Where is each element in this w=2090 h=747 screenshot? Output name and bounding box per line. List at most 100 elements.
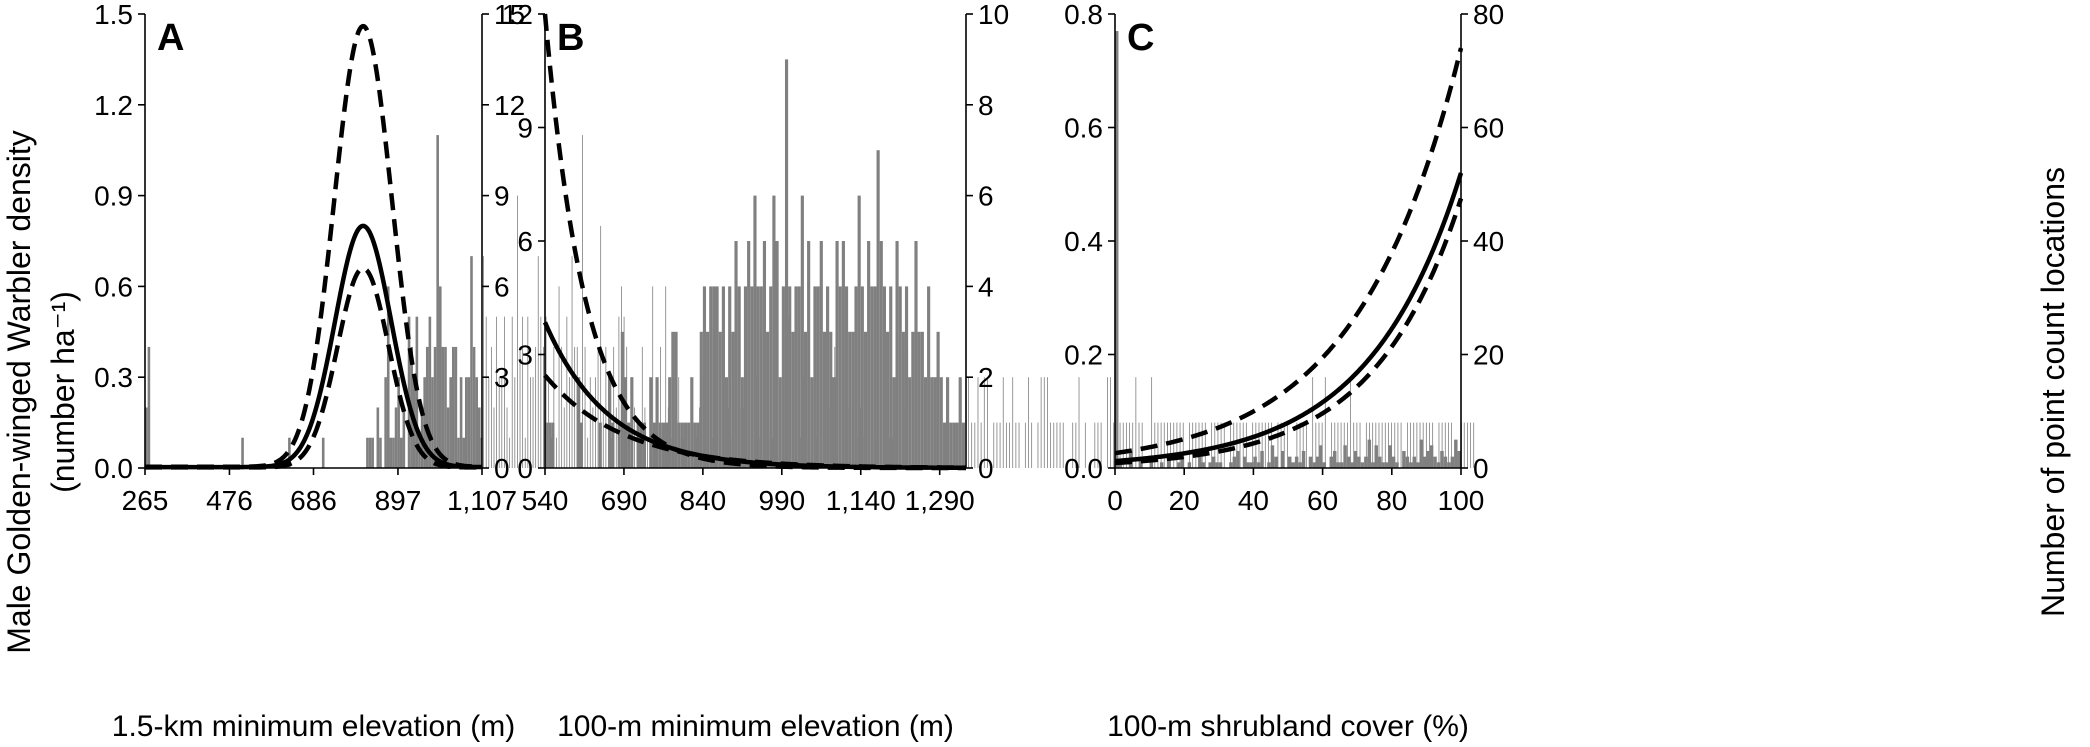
y-axis-title-line2: (number ha⁻¹)	[45, 291, 81, 493]
histogram-bar	[860, 286, 864, 468]
histogram-bar	[517, 195, 518, 468]
histogram-bar	[1132, 422, 1134, 468]
histogram-bar	[1177, 462, 1181, 468]
left-tick-label: 0.9	[94, 181, 133, 212]
histogram-bar	[1166, 456, 1171, 468]
histogram-bar	[930, 377, 934, 468]
histogram-bar	[731, 331, 735, 468]
histogram-bar	[683, 422, 688, 468]
histogram-bar	[1298, 462, 1302, 468]
histogram-bar	[1343, 445, 1347, 468]
histogram-bar	[1135, 377, 1137, 468]
histogram-bar	[983, 377, 985, 468]
panel-c: 0.0 0.2 0.4 0.6 0.8 0 20 40 60 80 0 20 40 60 80 100 100-…	[1064, 0, 1504, 743]
histogram-bar	[1176, 422, 1178, 468]
histogram-bar	[706, 331, 710, 468]
histogram-bar	[1350, 377, 1351, 468]
histogram-bar	[384, 377, 387, 468]
histogram-bar	[1270, 445, 1275, 468]
histogram-bar	[1394, 422, 1396, 468]
panel-label: A	[157, 17, 184, 59]
histogram-bar	[1189, 422, 1190, 468]
histogram-bar	[1448, 422, 1449, 468]
histogram-bar	[1395, 462, 1399, 468]
histogram-bar	[769, 286, 773, 468]
histogram-bar	[1002, 377, 1004, 468]
histogram-bar	[642, 422, 647, 468]
histogram-bar	[488, 377, 490, 468]
left-tick-label: 0	[517, 453, 533, 484]
x-tick-label: 100	[1438, 485, 1485, 516]
histogram-bar	[968, 377, 969, 468]
histogram-bar	[1422, 456, 1427, 468]
histogram-bar	[775, 241, 779, 468]
histogram-bar	[647, 437, 648, 468]
x-tick-label: 265	[122, 485, 169, 516]
histogram-bar	[1215, 462, 1219, 468]
lower-ci-curve	[1114, 197, 1464, 466]
histogram-bar	[241, 437, 244, 468]
histogram-bar	[949, 422, 953, 468]
histogram-bar	[1260, 450, 1264, 468]
histogram-bar	[863, 331, 868, 468]
left-tick-label: 0.3	[94, 362, 133, 393]
histogram-bar	[1374, 445, 1378, 468]
histogram-bar	[1229, 462, 1233, 468]
histogram-bar	[1353, 422, 1355, 468]
histogram-bar	[920, 331, 924, 468]
histogram-bar	[721, 286, 725, 468]
histogram-bar	[687, 422, 691, 468]
histogram-bar	[807, 241, 811, 468]
histogram-bar	[1024, 422, 1026, 468]
right-tick-label: 10	[978, 0, 1009, 30]
histogram-bar	[1125, 422, 1127, 468]
histogram-bar	[1139, 456, 1143, 468]
histogram-bar	[436, 135, 439, 469]
histogram-bar	[1258, 422, 1260, 468]
histogram-bar	[613, 346, 615, 468]
histogram-bar	[1211, 456, 1216, 468]
histogram-bar	[1377, 456, 1382, 468]
right-tick-label: 4	[978, 271, 994, 302]
left-tick-label: 1.5	[94, 0, 133, 30]
histogram-bar	[1315, 456, 1320, 468]
histogram-bar	[696, 422, 700, 468]
histogram-bar	[615, 407, 617, 468]
x-tick-label: 476	[206, 485, 253, 516]
histogram-bar	[449, 377, 452, 468]
x-axis-title: 1.5-km minimum elevation (m)	[112, 710, 515, 743]
histogram-bar	[1180, 456, 1185, 468]
histogram-bar	[712, 286, 716, 468]
histogram-bar	[1288, 456, 1292, 468]
histogram-bar	[1429, 422, 1430, 468]
histogram-bar	[1151, 377, 1153, 468]
histogram-bar	[1359, 422, 1361, 468]
histogram-bar	[1264, 422, 1266, 468]
histogram-bar	[561, 346, 563, 468]
histogram-bar	[501, 377, 503, 468]
histogram-bar	[1397, 422, 1399, 468]
histogram-bar	[1163, 422, 1165, 468]
histogram-bar	[816, 286, 820, 468]
histogram-bar	[788, 286, 792, 468]
histogram-bar	[392, 437, 395, 468]
histogram-bar	[1302, 422, 1304, 468]
right-tick-label: 8	[978, 90, 994, 121]
histogram-bar	[511, 316, 513, 468]
histogram-bar	[724, 377, 729, 468]
histogram-bar	[1107, 377, 1108, 468]
histogram-bar	[1337, 422, 1339, 468]
x-tick-label: 686	[290, 485, 337, 516]
histogram-bar	[1012, 377, 1014, 468]
x-tick-label: 897	[375, 485, 422, 516]
histogram-bar	[971, 422, 973, 468]
histogram-bar	[1053, 422, 1055, 468]
x-tick-label: 690	[601, 485, 648, 516]
left-tick-label: 9	[517, 113, 533, 144]
histogram-bar	[766, 331, 770, 468]
histogram-bar	[504, 316, 505, 468]
histogram-bar	[1331, 422, 1333, 468]
histogram-bar	[844, 286, 849, 468]
histogram-bar	[1005, 422, 1007, 468]
